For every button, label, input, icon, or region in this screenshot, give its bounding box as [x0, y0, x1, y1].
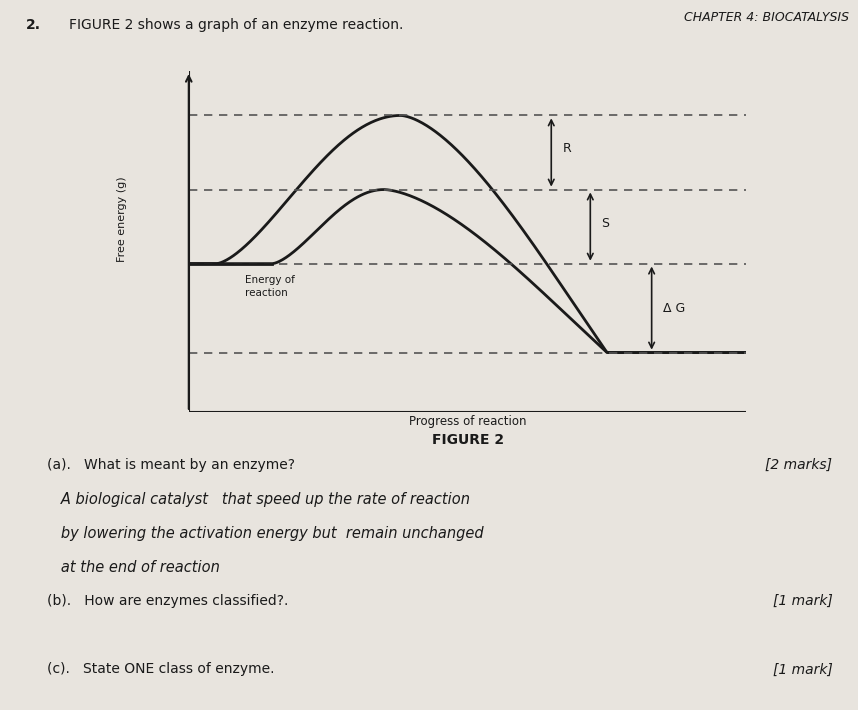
Text: FIGURE 2: FIGURE 2 [432, 433, 504, 447]
Text: S: S [601, 217, 609, 230]
Text: A biological catalyst   that speed up the rate of reaction: A biological catalyst that speed up the … [47, 492, 470, 507]
Text: CHAPTER 4: BIOCATALYSIS: CHAPTER 4: BIOCATALYSIS [685, 11, 849, 23]
Text: [1 mark]: [1 mark] [772, 594, 832, 608]
Text: at the end of reaction: at the end of reaction [47, 560, 220, 575]
Text: Free energy (g): Free energy (g) [117, 176, 127, 262]
Text: FIGURE 2 shows a graph of an enzyme reaction.: FIGURE 2 shows a graph of an enzyme reac… [69, 18, 403, 32]
Text: Energy of
reaction: Energy of reaction [245, 275, 294, 298]
Text: by lowering the activation energy but  remain unchanged: by lowering the activation energy but re… [47, 526, 484, 541]
Text: (b).   How are enzymes classified?.: (b). How are enzymes classified?. [47, 594, 288, 608]
Text: 2.: 2. [26, 18, 40, 32]
Text: [2 marks]: [2 marks] [765, 458, 832, 472]
Text: Δ G: Δ G [663, 302, 685, 315]
Text: R: R [563, 141, 571, 155]
Text: (a).   What is meant by an enzyme?: (a). What is meant by an enzyme? [47, 458, 295, 472]
Text: Progress of reaction: Progress of reaction [409, 415, 526, 428]
Text: (c).   State ONE class of enzyme.: (c). State ONE class of enzyme. [47, 662, 275, 677]
Text: [1 mark]: [1 mark] [772, 662, 832, 677]
